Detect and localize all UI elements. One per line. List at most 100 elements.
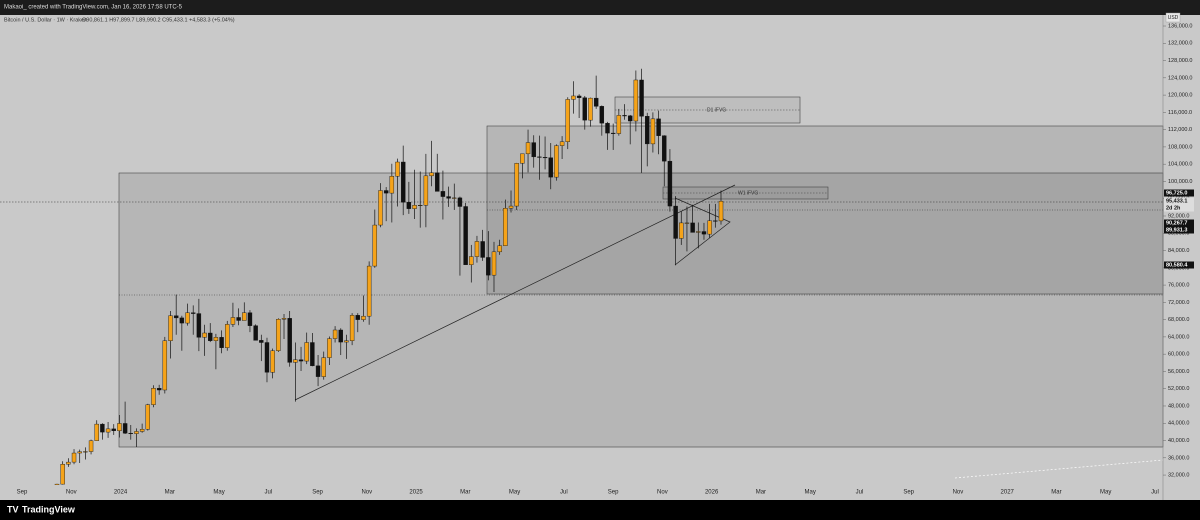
candle-body xyxy=(406,201,412,209)
candle-body xyxy=(264,342,270,373)
candle-body xyxy=(83,451,88,453)
candle-body xyxy=(196,313,202,338)
candle-body xyxy=(372,224,378,267)
candle-body xyxy=(191,312,196,314)
trendline xyxy=(294,184,736,401)
candle-body xyxy=(310,342,315,367)
candle-body xyxy=(100,423,105,433)
y-tick-label: 112,000.0 xyxy=(1168,127,1192,133)
candle-body xyxy=(202,332,207,338)
price-label-box xyxy=(1164,189,1194,197)
candle-body xyxy=(332,329,338,339)
x-tick-label: Nov xyxy=(66,490,77,496)
candle-body xyxy=(701,231,707,235)
x-tick-label: May xyxy=(804,490,815,496)
candle-body xyxy=(276,318,281,351)
candle-body xyxy=(576,95,582,98)
candle-body xyxy=(134,431,139,434)
header: Makaoi_ created with TradingView.com, Ja… xyxy=(4,5,183,11)
candles xyxy=(54,68,724,485)
candle-body xyxy=(559,141,565,146)
candle-body xyxy=(344,340,349,343)
candle-body xyxy=(60,464,65,485)
ohlc-readout: O90,861.1 H97,899.7 L89,990.2 C95,433.1 … xyxy=(82,17,235,23)
price-label: 90,267.7 xyxy=(1166,220,1187,226)
candle-body xyxy=(707,220,712,235)
drawings xyxy=(0,96,1164,479)
candle-body xyxy=(122,423,128,434)
y-tick-label: 128,000.0 xyxy=(1168,58,1192,64)
candle-body xyxy=(463,206,468,265)
candle-body xyxy=(298,359,304,362)
y-tick-label: 120,000.0 xyxy=(1168,93,1192,99)
y-tick-label: 136,000.0 xyxy=(1168,23,1192,29)
candle-body xyxy=(378,190,383,226)
annotation: W1 iFVG xyxy=(738,190,758,196)
candle-body xyxy=(690,222,695,233)
y-tick-label: 108,000.0 xyxy=(1168,144,1192,150)
candle-body xyxy=(554,145,559,178)
x-tick-label: Sep xyxy=(17,490,28,496)
candle-body xyxy=(497,245,502,253)
candle-body xyxy=(645,116,650,145)
price-label: 2d 2h xyxy=(1166,205,1181,211)
price-label: 95,433.1 xyxy=(1166,198,1187,204)
x-tick-label: Jul xyxy=(264,490,272,496)
candle-body xyxy=(457,197,463,207)
candle-body xyxy=(242,312,247,321)
candle-body xyxy=(383,190,389,194)
candle-body xyxy=(179,317,185,324)
candle-body xyxy=(151,388,156,405)
candle-body xyxy=(94,423,99,441)
candle-body xyxy=(418,205,423,207)
candle-body xyxy=(321,357,326,377)
price-label-box xyxy=(1164,204,1194,212)
candle-body xyxy=(593,97,599,107)
candle-body xyxy=(548,157,553,178)
y-tick-label: 124,000.0 xyxy=(1168,75,1192,81)
candle-body xyxy=(474,241,480,257)
x-tick-label: May xyxy=(213,490,224,496)
y-tick-label: 88,000.0 xyxy=(1168,231,1189,237)
y-tick-label: 92,000.0 xyxy=(1168,213,1189,219)
candle-body xyxy=(520,153,525,164)
x-tick-label: Nov xyxy=(657,490,668,496)
candle-body xyxy=(446,196,451,199)
candle-body xyxy=(304,342,309,362)
x-tick-label: Jul xyxy=(1151,490,1159,496)
candle-body xyxy=(656,118,661,136)
y-tick-label: 64,000.0 xyxy=(1168,334,1189,340)
candle-body xyxy=(236,317,241,321)
candle-body xyxy=(423,175,429,206)
candle-body xyxy=(667,160,673,207)
candle-body xyxy=(718,200,724,222)
candle-body xyxy=(219,337,224,348)
candle-body xyxy=(673,205,678,239)
candle-body xyxy=(605,122,610,134)
candle-body xyxy=(259,340,264,343)
candle-body xyxy=(208,332,213,341)
projection-line xyxy=(954,459,1164,479)
price-label-box xyxy=(1164,197,1194,205)
candle-body xyxy=(588,97,593,121)
y-tick-label: 84,000.0 xyxy=(1168,248,1189,254)
candle-body xyxy=(293,359,298,363)
candle-body xyxy=(400,161,406,203)
candle-body xyxy=(537,156,542,158)
candle-body xyxy=(315,365,321,377)
candle-body xyxy=(117,423,122,432)
price-label-box xyxy=(1164,261,1194,269)
candle-body xyxy=(389,176,395,194)
y-tick-label: 56,000.0 xyxy=(1168,369,1189,375)
candle-body xyxy=(650,118,656,145)
x-tick-label: 2027 xyxy=(1001,490,1015,496)
candle-body xyxy=(542,157,548,159)
candle-body xyxy=(565,99,570,142)
candle-body xyxy=(366,265,372,317)
x-tick-label: Mar xyxy=(165,490,175,496)
y-tick-label: 72,000.0 xyxy=(1168,300,1189,306)
x-tick-label: Nov xyxy=(361,490,372,496)
candle-body xyxy=(531,142,536,158)
y-tick-label: 76,000.0 xyxy=(1168,283,1189,289)
candle-body xyxy=(66,461,71,465)
